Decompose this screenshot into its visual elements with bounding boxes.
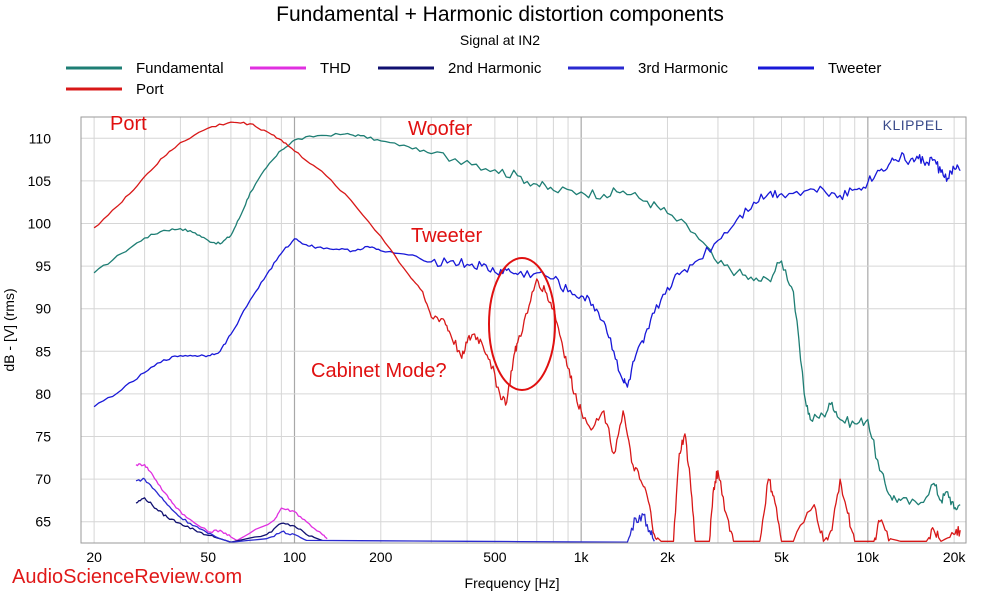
- x-tick-label: 5k: [774, 549, 790, 565]
- x-tick-label: 100: [283, 549, 307, 565]
- series-line-port: [93, 121, 961, 542]
- x-tick-label: 20: [86, 549, 102, 565]
- grid: [81, 117, 966, 543]
- y-tick-label: 110: [29, 130, 52, 146]
- cabinet-mode-circle: [488, 257, 556, 391]
- x-tick-label: 200: [369, 549, 393, 565]
- legend: Fundamental THD 2nd Harmonic 3rd Harmonic Tw…: [66, 60, 881, 98]
- annotation-cabinet-mode: Cabinet Mode?: [311, 360, 447, 382]
- series-line-3rd-harmonic: [135, 477, 655, 543]
- series-group: [93, 121, 961, 543]
- series-line-tweeter: [93, 152, 961, 408]
- y-tick-label: 75: [35, 429, 51, 445]
- x-tick-label: 500: [483, 549, 507, 565]
- legend-label: Tweeter: [828, 60, 881, 77]
- series-line-thd: [135, 463, 328, 542]
- chart-title: Fundamental + Harmonic distortion compon…: [276, 3, 724, 26]
- series-line-fundamental: [93, 132, 961, 511]
- x-tick-label: 1k: [574, 549, 590, 565]
- y-tick-label: 100: [28, 216, 52, 232]
- x-tick-label: 10k: [857, 549, 881, 565]
- legend-label: Port: [136, 81, 164, 98]
- legend-label: Fundamental: [136, 60, 224, 77]
- y-tick-label: 70: [35, 471, 51, 487]
- y-tick-label: 95: [35, 258, 51, 274]
- y-tick-label: 80: [35, 386, 51, 402]
- x-axis-label: Frequency [Hz]: [465, 575, 560, 591]
- klippel-logo: KLIPPEL: [883, 117, 943, 133]
- chart-subtitle: Signal at IN2: [460, 32, 540, 48]
- y-tick-label: 105: [28, 173, 52, 189]
- x-tick-label: 2k: [660, 549, 676, 565]
- plot-frame: [80, 116, 967, 544]
- legend-label: 2nd Harmonic: [448, 60, 542, 77]
- legend-label: THD: [320, 60, 351, 77]
- watermark: AudioScienceReview.com: [12, 566, 242, 588]
- annotations: Port Woofer Tweeter Cabinet Mode?: [110, 113, 556, 391]
- y-tick-label: 85: [35, 343, 51, 359]
- y-tick-label: 65: [35, 514, 51, 530]
- annotation-port: Port: [110, 113, 147, 135]
- annotation-woofer: Woofer: [408, 118, 472, 140]
- x-tick-label: 50: [200, 549, 216, 565]
- x-tick-label: 20k: [943, 549, 967, 565]
- legend-label: 3rd Harmonic: [638, 60, 729, 77]
- y-axis-ticks: 110 105 100 95 90 85 80 75 70 65: [28, 130, 52, 529]
- series-line-2nd-harmonic: [135, 497, 323, 543]
- annotation-tweeter: Tweeter: [411, 225, 482, 247]
- y-axis-label: dB - [V] (rms): [1, 288, 17, 371]
- x-axis-ticks: 20 50 100 200 500 1k 2k 5k 10k 20k: [86, 549, 966, 565]
- y-tick-label: 90: [35, 301, 51, 317]
